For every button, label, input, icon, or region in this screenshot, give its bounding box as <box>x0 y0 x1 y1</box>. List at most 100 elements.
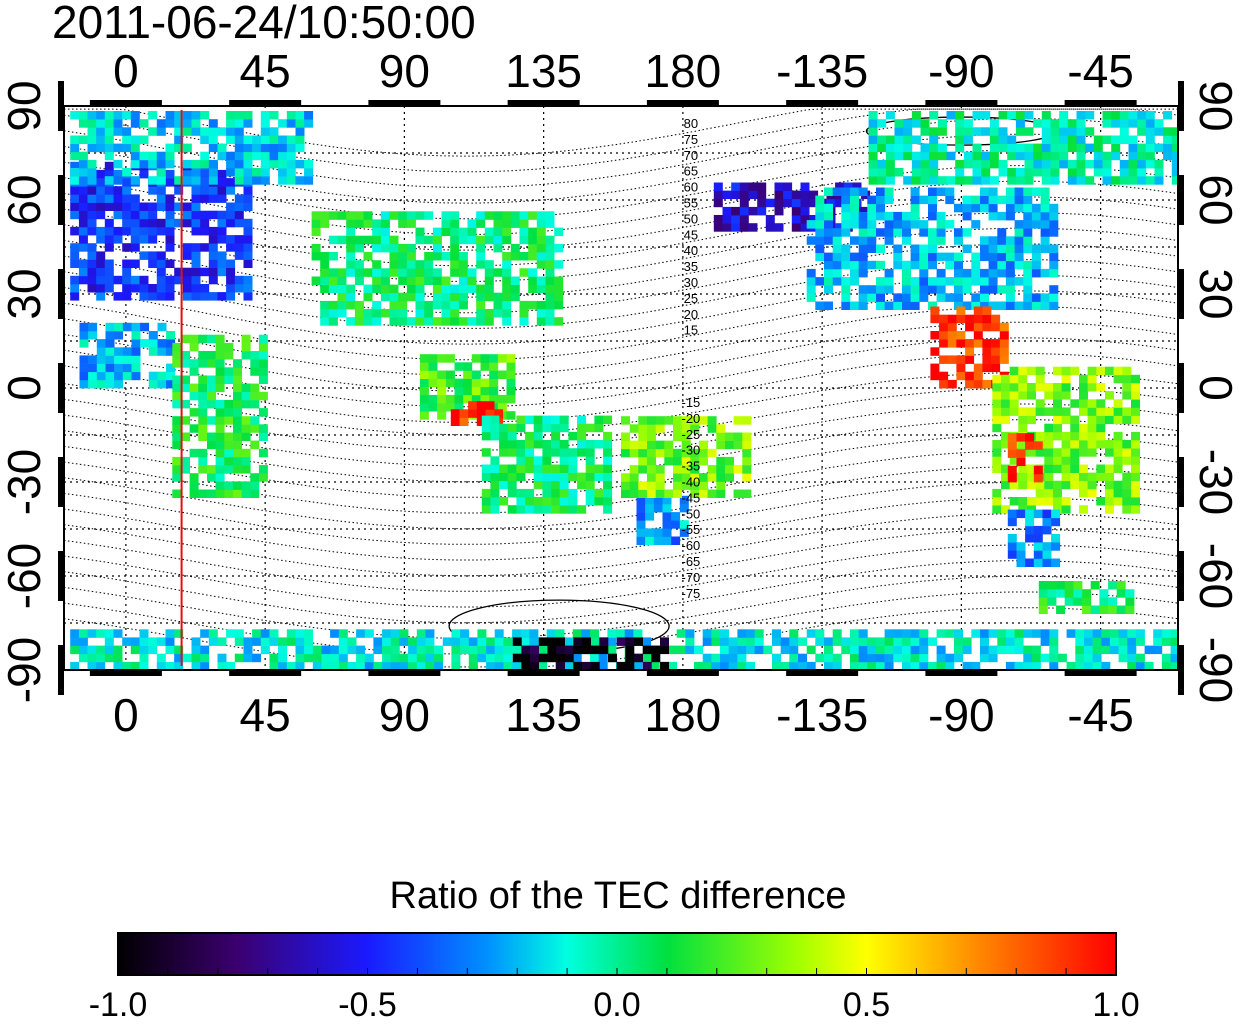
tec-cell <box>490 480 500 490</box>
tec-cell <box>1076 127 1086 136</box>
tec-cell <box>1023 293 1033 302</box>
tec-cell <box>928 228 937 237</box>
tec-cell <box>148 292 158 301</box>
tec-cell <box>774 190 784 200</box>
tec-cell <box>96 251 106 260</box>
tec-cell <box>608 653 617 663</box>
tec-cell <box>673 481 682 490</box>
tec-cell <box>668 661 677 670</box>
tec-cell <box>224 408 234 417</box>
tec-cell <box>997 645 1007 655</box>
tec-cell <box>114 331 124 340</box>
tec-cell <box>528 284 538 294</box>
tec-cell <box>224 342 234 352</box>
tec-cell <box>1075 661 1085 670</box>
tec-cell <box>189 408 199 417</box>
tec-cell <box>419 403 429 412</box>
tec-cell <box>1125 597 1135 606</box>
tec-cell <box>198 391 208 401</box>
tec-cell <box>1044 456 1054 465</box>
tec-cell <box>774 206 784 216</box>
tec-cell <box>1075 653 1085 663</box>
tec-cell <box>1027 464 1036 473</box>
tec-cell <box>485 401 495 410</box>
tec-cell <box>174 267 184 277</box>
tec-cell <box>910 293 920 302</box>
tec-cell <box>503 653 513 663</box>
tec-cell <box>217 661 227 670</box>
tec-cell <box>70 194 80 203</box>
tec-cell <box>1128 143 1138 153</box>
tec-cell <box>971 220 981 229</box>
tec-cell <box>832 661 842 670</box>
tec-cell <box>1023 285 1033 294</box>
tec-cell <box>165 243 175 252</box>
tec-cell <box>174 127 184 136</box>
tec-cell <box>1031 293 1041 302</box>
tec-cell <box>989 151 999 161</box>
tec-cell <box>720 645 729 655</box>
tec-cell <box>947 379 957 389</box>
tec-cell <box>1102 168 1112 177</box>
tec-cell <box>780 637 790 646</box>
tec-cell <box>528 276 538 285</box>
tec-cell <box>363 284 373 294</box>
tec-cell <box>585 448 595 457</box>
tec-cell <box>877 135 887 144</box>
tec-cell <box>1044 407 1054 416</box>
tec-cell <box>603 488 613 498</box>
tec-cell <box>867 236 877 245</box>
tec-cell <box>243 168 253 177</box>
tec-cell <box>1031 629 1041 638</box>
tec-cell <box>328 309 338 318</box>
tec-cell <box>182 653 192 663</box>
x-tick-label: -135 <box>776 689 868 741</box>
tec-cell <box>148 210 158 220</box>
tec-cell <box>1122 374 1132 384</box>
tec-cell <box>1119 111 1129 120</box>
tec-cell <box>432 284 442 294</box>
tec-cell <box>1090 581 1100 590</box>
tec-cell <box>114 363 124 373</box>
tec-cell <box>208 226 218 236</box>
tec-cell <box>676 645 686 655</box>
tec-cell <box>542 415 552 425</box>
tec-cell <box>1051 558 1061 567</box>
tec-cell <box>1009 374 1019 384</box>
tec-cell <box>554 243 564 253</box>
frame-tick-x <box>229 100 302 106</box>
tec-cell <box>243 259 253 268</box>
tec-cell <box>1145 111 1155 120</box>
tec-cell <box>189 359 199 368</box>
tec-cell <box>497 354 507 363</box>
tec-cell <box>971 661 981 670</box>
tec-cell <box>806 629 816 638</box>
region-new-zealand <box>636 495 689 545</box>
tec-cell <box>902 653 911 663</box>
tec-cell <box>1007 111 1017 120</box>
tec-cell <box>260 135 270 144</box>
tec-cell <box>499 431 509 441</box>
tec-cell <box>763 645 773 655</box>
tec-cell <box>278 168 288 177</box>
tec-cell <box>1033 534 1043 543</box>
tec-cell <box>441 219 451 228</box>
tec-cell <box>988 203 998 213</box>
tec-cell <box>694 645 703 655</box>
tec-cell <box>702 661 712 670</box>
tec-cell <box>233 375 242 384</box>
tec-cell <box>1005 285 1015 294</box>
tec-cell <box>215 440 225 450</box>
tec-cell <box>1049 211 1059 221</box>
tec-cell <box>1111 151 1121 161</box>
tec-cell <box>645 528 655 537</box>
tec-cell <box>1122 440 1132 449</box>
tec-cell <box>490 472 500 482</box>
tec-cell <box>690 489 700 498</box>
tec-cell <box>217 218 227 228</box>
tec-cell <box>191 653 201 663</box>
tec-cell <box>1042 550 1052 559</box>
tec-cell <box>354 243 364 253</box>
tec-cell <box>148 371 158 381</box>
tec-cell <box>885 176 895 185</box>
